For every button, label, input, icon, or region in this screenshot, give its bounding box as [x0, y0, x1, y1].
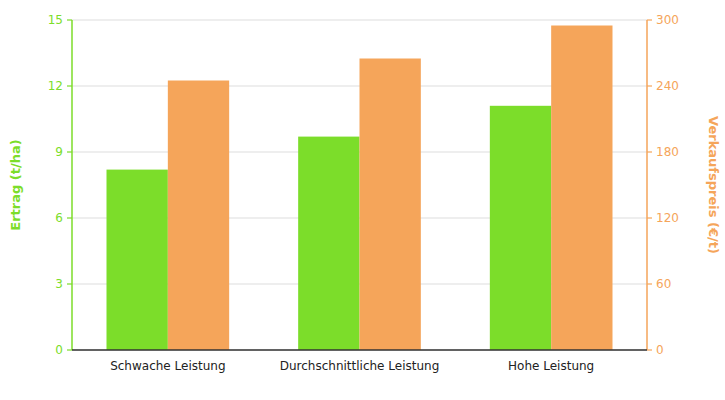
grid-line: [72, 350, 647, 351]
tick-mark: [647, 85, 652, 86]
y-axis-label: Ertrag (t/ha): [8, 139, 23, 230]
y2-tick-label: 60: [656, 277, 671, 291]
axes: [67, 20, 652, 350]
y2-tick-label: 300: [656, 13, 679, 27]
tick-mark: [647, 349, 652, 350]
left-axis-line: [71, 20, 73, 350]
tick-mark: [67, 349, 72, 350]
tick-mark: [647, 19, 652, 20]
y-tick-label: 9: [55, 145, 63, 159]
y2-tick-label: 0: [656, 343, 664, 357]
y2-tick-label: 120: [656, 211, 679, 225]
tick-mark: [647, 283, 652, 284]
bar: [107, 170, 168, 350]
tick-mark: [647, 151, 652, 152]
chart-container: 0 3 6 9 12 15 0 60 120 180 240 300 Schwache Leistung…: [0, 0, 725, 400]
bar: [360, 59, 421, 351]
right-axis-line: [646, 20, 648, 350]
y-tick-label: 12: [48, 79, 63, 93]
y-tick-label: 0: [55, 343, 63, 357]
y-tick-label: 6: [55, 211, 63, 225]
x-tick-label: Durchschnittliche Leistung: [280, 359, 440, 373]
bars: [107, 26, 613, 351]
y-tick-label: 3: [55, 277, 63, 291]
y2-tick-label: 180: [656, 145, 679, 159]
bar: [298, 137, 359, 350]
tick-mark: [67, 85, 72, 86]
tick-mark: [67, 151, 72, 152]
bar: [490, 106, 551, 350]
grid-line: [72, 20, 647, 21]
tick-mark: [647, 217, 652, 218]
x-axis-line: [72, 349, 647, 351]
y2-tick-label: 240: [656, 79, 679, 93]
bar: [551, 26, 612, 351]
bar: [168, 81, 229, 351]
x-tick-label: Hohe Leistung: [508, 359, 594, 373]
y-tick-label: 15: [48, 13, 63, 27]
chart-svg: 0 3 6 9 12 15 0 60 120 180 240 300 Schwache Leistung…: [0, 0, 725, 400]
y2-axis-label: Verkaufspreis (€/t): [706, 116, 721, 254]
grid: [72, 20, 647, 350]
tick-mark: [67, 19, 72, 20]
x-tick-label: Schwache Leistung: [110, 359, 225, 373]
tick-mark: [67, 283, 72, 284]
tick-mark: [67, 217, 72, 218]
